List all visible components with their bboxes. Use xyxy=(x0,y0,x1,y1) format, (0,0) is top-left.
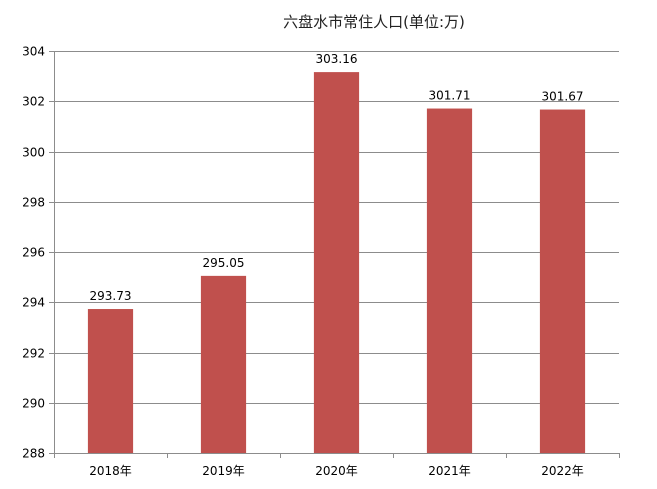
x-tick-label: 2020年 xyxy=(315,464,358,478)
bar xyxy=(539,109,586,453)
y-tick-label: 298 xyxy=(22,196,45,210)
data-label: 293.73 xyxy=(90,289,132,303)
bar xyxy=(87,309,134,453)
x-tick-label: 2021年 xyxy=(428,464,471,478)
y-axis-tick-labels: 288 290 292 294 296 298 300 302 304 xyxy=(22,45,45,461)
x-tick-label: 2022年 xyxy=(541,464,584,478)
data-labels: 293.73 295.05 303.16 301.71 301.67 xyxy=(90,52,584,303)
data-label: 303.16 xyxy=(316,52,358,66)
y-tick-label: 294 xyxy=(22,296,45,310)
y-tick-label: 296 xyxy=(22,246,45,260)
y-tick-label: 302 xyxy=(22,95,45,109)
chart-title: 六盘水市常住人口(单位:万) xyxy=(283,13,465,31)
bars xyxy=(87,72,586,453)
bar xyxy=(426,108,473,453)
data-label: 301.71 xyxy=(429,89,471,103)
y-tick-label: 304 xyxy=(22,45,45,59)
bar xyxy=(313,72,360,453)
axes xyxy=(49,51,620,458)
y-tick-label: 300 xyxy=(22,146,45,160)
x-axis-tick-labels: 2018年 2019年 2020年 2021年 2022年 xyxy=(89,464,584,478)
x-tick-label: 2018年 xyxy=(89,464,132,478)
y-tick-label: 288 xyxy=(22,447,45,461)
bar xyxy=(200,275,247,453)
y-tick-label: 292 xyxy=(22,347,45,361)
data-label: 295.05 xyxy=(203,256,245,270)
data-label: 301.67 xyxy=(542,90,584,104)
y-tick-label: 290 xyxy=(22,397,45,411)
x-tick-label: 2019年 xyxy=(202,464,245,478)
